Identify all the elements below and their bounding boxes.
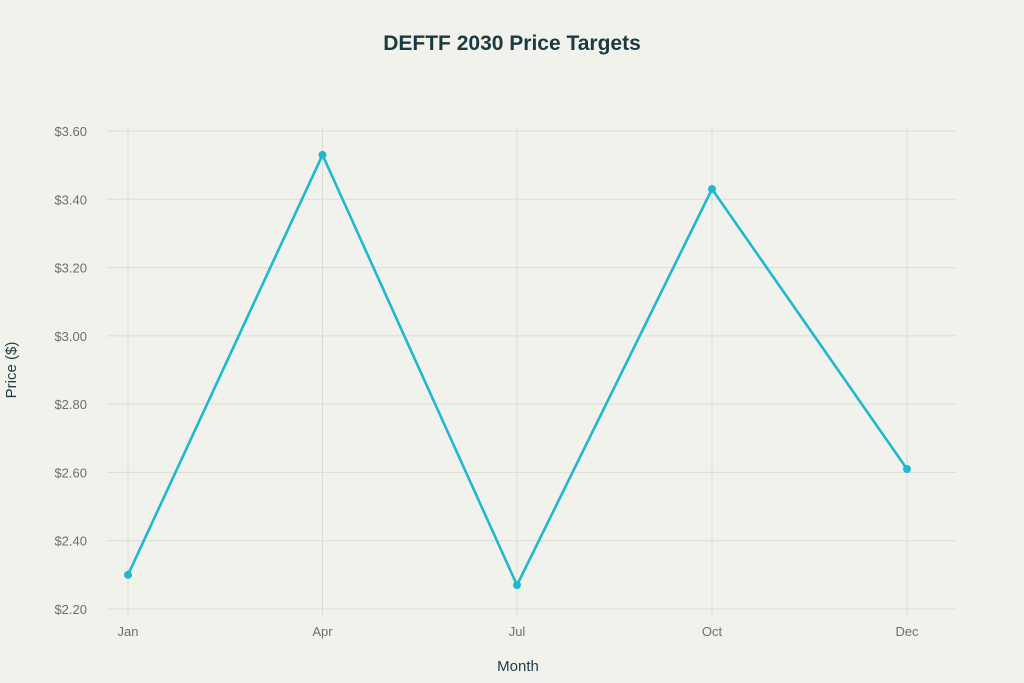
- x-tick-label: Jul: [509, 624, 526, 639]
- data-point-marker: [513, 581, 521, 590]
- x-gridlines: [127, 127, 908, 617]
- data-point-marker: [124, 570, 132, 579]
- x-tick-label: Dec: [895, 624, 919, 639]
- y-tick-label: $2.40: [54, 534, 87, 549]
- y-axis-ticks: $2.20 $2.40 $2.60 $2.80 $3.00 $3.20 $3.40 $3.60: [54, 124, 87, 617]
- x-axis-ticks: Jan Apr Jul Oct Dec: [118, 624, 920, 639]
- y-gridlines: [107, 130, 956, 610]
- y-tick-label: $3.60: [54, 124, 87, 139]
- y-axis-label: Price ($): [3, 342, 20, 399]
- x-tick-label: Jan: [118, 624, 139, 639]
- data-point-marker: [708, 185, 716, 194]
- data-series: [124, 150, 911, 590]
- x-tick-label: Oct: [702, 624, 723, 639]
- x-axis-label: Month: [497, 658, 539, 675]
- y-tick-label: $2.80: [54, 397, 87, 412]
- chart-title: DEFTF 2030 Price Targets: [383, 32, 641, 55]
- y-tick-label: $3.20: [54, 261, 87, 276]
- y-tick-label: $3.40: [54, 192, 87, 207]
- data-point-marker: [903, 465, 911, 474]
- x-tick-label: Apr: [312, 624, 333, 639]
- y-tick-label: $2.20: [54, 602, 87, 617]
- y-tick-label: $3.00: [54, 329, 87, 344]
- y-tick-label: $2.60: [54, 465, 87, 480]
- data-point-marker: [318, 150, 327, 159]
